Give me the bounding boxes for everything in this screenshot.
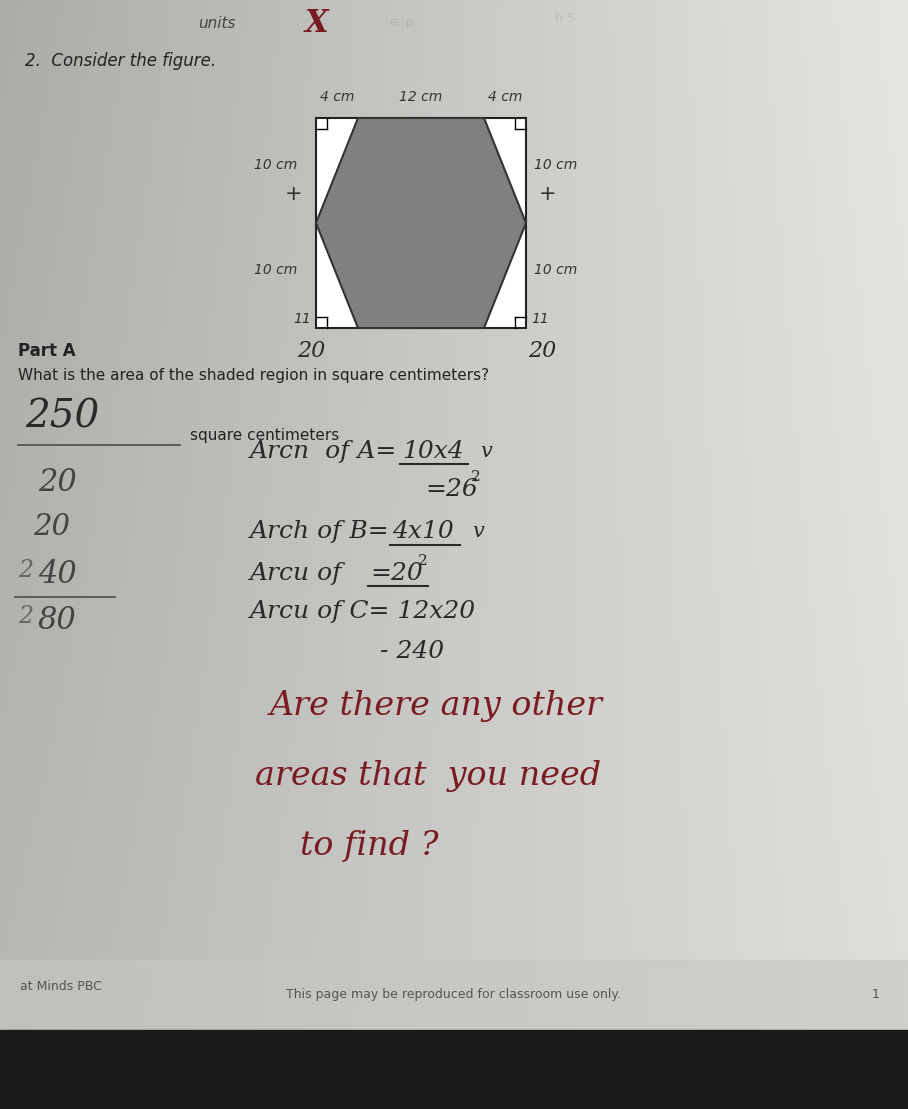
Text: 2: 2 <box>418 554 428 568</box>
Text: Arch of B=: Arch of B= <box>250 520 390 543</box>
Text: square centimeters: square centimeters <box>190 428 340 442</box>
Text: h 5: h 5 <box>555 12 575 26</box>
Text: 1: 1 <box>872 988 880 1001</box>
Text: This page may be reproduced for classroom use only.: This page may be reproduced for classroo… <box>287 988 621 1001</box>
Text: 4 cm: 4 cm <box>320 90 354 104</box>
Text: 20: 20 <box>528 340 556 362</box>
Text: 10 cm: 10 cm <box>254 263 297 277</box>
Bar <box>0 1030 908 1109</box>
Text: 11: 11 <box>293 313 311 326</box>
Text: 10 cm: 10 cm <box>534 263 577 277</box>
Text: 2: 2 <box>18 559 33 582</box>
Text: 10x4: 10x4 <box>402 440 464 462</box>
Text: +: + <box>285 184 302 204</box>
Text: v: v <box>472 522 484 541</box>
Text: 40: 40 <box>38 559 77 590</box>
Text: e, p.: e, p. <box>390 16 418 29</box>
Text: Arcn  of A=: Arcn of A= <box>250 440 398 462</box>
Text: Arcu of: Arcu of <box>250 562 342 586</box>
Text: 80: 80 <box>38 606 77 635</box>
Text: 4x10: 4x10 <box>392 520 454 543</box>
Text: 10 cm: 10 cm <box>254 159 297 172</box>
Text: 12 cm: 12 cm <box>400 90 442 104</box>
Text: areas that  you need: areas that you need <box>255 760 601 792</box>
Text: - 240: - 240 <box>380 640 444 663</box>
Text: 11: 11 <box>531 313 548 326</box>
Text: to find ?: to find ? <box>300 830 439 862</box>
Text: 10 cm: 10 cm <box>534 159 577 172</box>
Bar <box>0 960 908 1035</box>
Text: 2: 2 <box>471 470 480 484</box>
Polygon shape <box>316 118 526 328</box>
Text: X: X <box>305 8 329 39</box>
Text: +: + <box>539 184 557 204</box>
Text: 20: 20 <box>38 467 77 498</box>
Text: Are there any other: Are there any other <box>270 690 603 722</box>
Text: 20: 20 <box>33 513 70 541</box>
Text: =26: =26 <box>425 478 478 501</box>
Bar <box>316 118 526 328</box>
Text: 2.  Consider the figure.: 2. Consider the figure. <box>25 52 216 70</box>
Text: 250: 250 <box>25 398 99 435</box>
Text: Part A: Part A <box>18 342 75 360</box>
Text: =20: =20 <box>370 562 423 586</box>
Text: What is the area of the shaded region in square centimeters?: What is the area of the shaded region in… <box>18 368 489 383</box>
Text: 2: 2 <box>18 606 33 628</box>
Text: at Minds PBC: at Minds PBC <box>20 980 102 993</box>
Text: v: v <box>480 442 492 461</box>
Text: 4 cm: 4 cm <box>488 90 522 104</box>
Text: 20: 20 <box>297 340 325 362</box>
Text: Arcu of C= 12x20: Arcu of C= 12x20 <box>250 600 476 623</box>
Text: units: units <box>198 16 235 31</box>
